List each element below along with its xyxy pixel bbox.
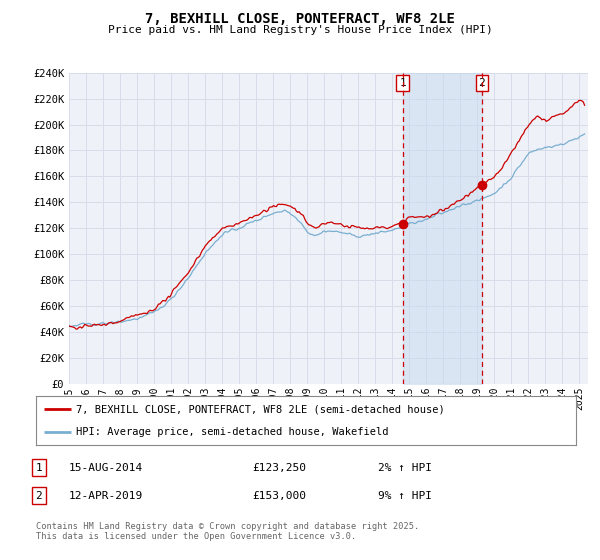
Text: 2% ↑ HPI: 2% ↑ HPI bbox=[378, 463, 432, 473]
Text: 1: 1 bbox=[400, 78, 406, 88]
Text: £153,000: £153,000 bbox=[252, 491, 306, 501]
Text: Price paid vs. HM Land Registry's House Price Index (HPI): Price paid vs. HM Land Registry's House … bbox=[107, 25, 493, 35]
Text: HPI: Average price, semi-detached house, Wakefield: HPI: Average price, semi-detached house,… bbox=[77, 427, 389, 437]
Text: 7, BEXHILL CLOSE, PONTEFRACT, WF8 2LE (semi-detached house): 7, BEXHILL CLOSE, PONTEFRACT, WF8 2LE (s… bbox=[77, 404, 445, 414]
Text: 15-AUG-2014: 15-AUG-2014 bbox=[69, 463, 143, 473]
Text: 1: 1 bbox=[35, 463, 43, 473]
Text: 7, BEXHILL CLOSE, PONTEFRACT, WF8 2LE: 7, BEXHILL CLOSE, PONTEFRACT, WF8 2LE bbox=[145, 12, 455, 26]
Text: 9% ↑ HPI: 9% ↑ HPI bbox=[378, 491, 432, 501]
Text: 2: 2 bbox=[35, 491, 43, 501]
Text: 12-APR-2019: 12-APR-2019 bbox=[69, 491, 143, 501]
Text: Contains HM Land Registry data © Crown copyright and database right 2025.
This d: Contains HM Land Registry data © Crown c… bbox=[36, 522, 419, 542]
Text: 2: 2 bbox=[479, 78, 485, 88]
Text: £123,250: £123,250 bbox=[252, 463, 306, 473]
